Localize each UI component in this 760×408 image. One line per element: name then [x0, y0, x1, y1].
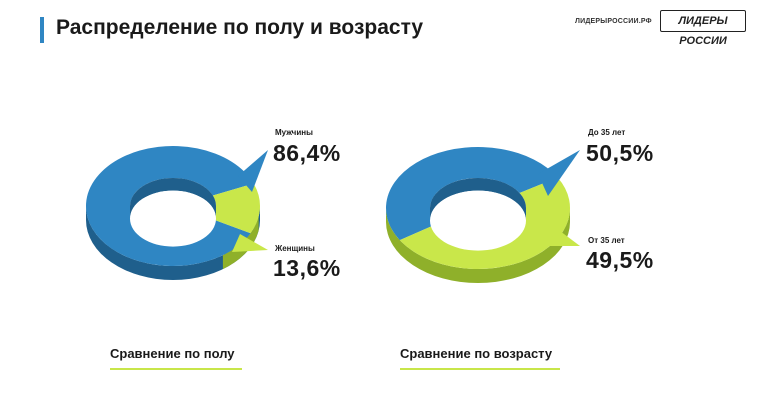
slice-label-women: Женщины: [275, 244, 315, 253]
slice-label-over35: От 35 лет: [588, 236, 625, 245]
slice-label-men: Мужчины: [275, 128, 313, 137]
callout-pointer-under35: [538, 150, 580, 196]
donut-slice-1: [399, 177, 570, 269]
donut-slice-1: [211, 183, 260, 234]
slice-value-men: 86,4%: [273, 140, 341, 166]
donut-inner-wall: [130, 178, 216, 219]
slice-value-under35: 50,5%: [586, 140, 654, 166]
donut-chart-gender: [85, 146, 260, 280]
slice-value-over35: 49,5%: [586, 247, 654, 273]
chart-title-gender-underline: [110, 368, 242, 370]
donut-hole: [130, 190, 216, 247]
donut-slice-0: [85, 146, 254, 267]
chart-title-age: Сравнение по возрасту: [400, 346, 553, 361]
chart-title-age-underline: [400, 368, 560, 370]
donut-hole: [430, 190, 526, 251]
callout-pointer-men: [238, 150, 268, 192]
brand-logo: ЛИДЕРЫ РОССИИ: [660, 10, 746, 47]
callout-pointer-over35: [548, 228, 580, 246]
slice-label-under35: До 35 лет: [588, 128, 626, 137]
donut-slice-0: [385, 146, 558, 241]
title-accent-bar: [40, 17, 44, 43]
slice-value-women: 13,6%: [273, 255, 341, 281]
donut-inner-wall: [430, 178, 526, 221]
chart-title-gender: Сравнение по полу: [110, 346, 235, 361]
donut-side-wall: [386, 208, 570, 283]
page-title: Распределение по полу и возрасту: [56, 16, 424, 39]
site-domain: ЛИДЕРЫРОССИИ.РФ: [575, 18, 652, 25]
donut-side-wall: [86, 206, 260, 280]
callout-pointer-women: [232, 234, 268, 252]
donut-side-wall-segment: [222, 216, 259, 270]
donut-chart-age: [385, 146, 570, 283]
